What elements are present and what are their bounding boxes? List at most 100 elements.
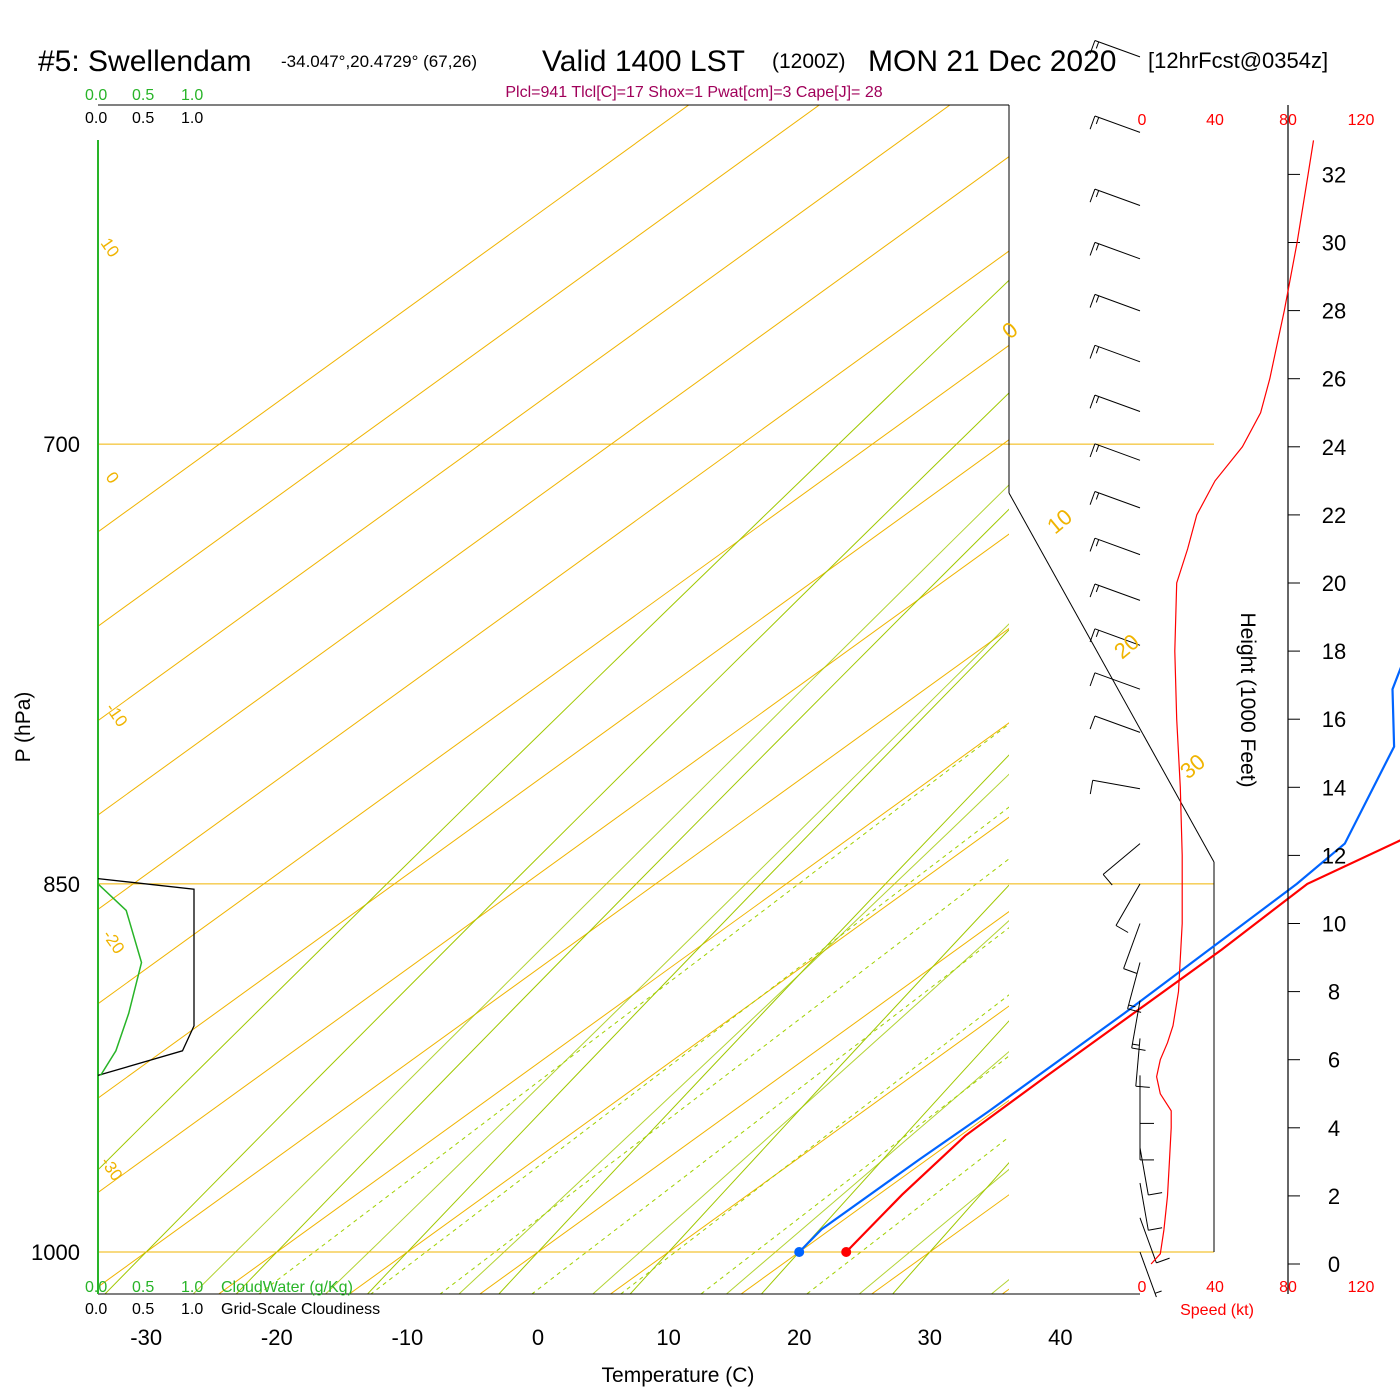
cloud-scale-label: 1.0 <box>181 1279 203 1296</box>
surface-dewpoint-point <box>794 1247 805 1257</box>
cloud-scale-label: 0.5 <box>132 87 154 104</box>
temperature-tick-label: -30 <box>130 1325 162 1350</box>
cloudwater-label: CloudWater (g/Kg) <box>221 1279 353 1296</box>
temperature-tick-label: 30 <box>918 1325 942 1350</box>
dry-adiabat-line <box>366 629 1009 1294</box>
wind-barb-staff <box>1094 537 1141 556</box>
cloud-scale-label: 0.0 <box>85 1279 107 1296</box>
dry-adiabat-line <box>235 508 1009 1294</box>
wind-barb <box>1139 1217 1170 1264</box>
valid-date: MON 21 Dec 2020 <box>868 45 1116 78</box>
isotherm-line <box>1001 1288 1009 1294</box>
isotherm-line <box>892 0 1400 1400</box>
valid-zulu: (1200Z) <box>772 50 846 73</box>
cloud-water-profile <box>97 883 143 1076</box>
wind-barb-staff <box>1115 883 1141 926</box>
wind-barb <box>1089 344 1141 363</box>
height-tick-label: 14 <box>1322 775 1346 800</box>
height-tick-label: 20 <box>1322 571 1346 596</box>
wind-barb-staff <box>1094 293 1141 312</box>
wind-barb-feather <box>1127 1008 1142 1013</box>
wind-barb-half-feather <box>1095 539 1100 547</box>
wind-barb <box>1089 672 1141 690</box>
mixing-ratio-line <box>805 1136 1009 1294</box>
height-tick-label: 26 <box>1322 367 1346 392</box>
cloud-scale-top: 0.0 0.5 1.0 0.0 0.5 1.0 <box>85 87 203 127</box>
wind-barb-feather <box>1089 628 1096 643</box>
wind-barb <box>1139 1147 1163 1196</box>
speed-scale-label: 0 <box>1138 112 1147 129</box>
dry-adiabat-line <box>1143 0 1400 1400</box>
wind-barb-feather <box>1131 1047 1146 1051</box>
wind-barb-staff <box>1131 1000 1141 1049</box>
isotherm-line <box>479 911 1009 1294</box>
wind-barb <box>1089 779 1141 795</box>
temperature-tick-label: 0 <box>532 1325 544 1350</box>
wind-barb-staff <box>1094 443 1141 461</box>
wind-barb-feather <box>1089 715 1096 730</box>
wind-barb-half-feather <box>1095 190 1100 198</box>
height-tick-label: 30 <box>1322 231 1346 256</box>
frame-right-diagonal <box>1008 492 1215 863</box>
height-tick-label: 2 <box>1328 1184 1340 1209</box>
wind-barb-half-feather <box>1132 1043 1140 1046</box>
isotherm-label: 20 <box>1109 629 1144 664</box>
cloud-scale-bottom: 0.0 0.5 1.0 CloudWater (g/Kg) 0.0 0.5 1.… <box>85 1279 380 1318</box>
wind-barb <box>1123 923 1141 974</box>
height-tick-label: 28 <box>1322 299 1346 324</box>
wind-barb-staff <box>1094 583 1141 601</box>
wind-barb-staff <box>1123 923 1141 969</box>
speed-scale-label: 40 <box>1206 112 1224 129</box>
height-tick-label: 22 <box>1322 503 1346 528</box>
station-title: #5: Swellendam <box>38 45 251 78</box>
valid-time: Valid 1400 LST <box>542 45 745 78</box>
wind-barb-staff <box>1102 843 1141 875</box>
mixing-ratio-line <box>619 994 1009 1294</box>
wind-barb-feather <box>1135 1085 1150 1088</box>
wind-barb-staff <box>1094 115 1141 133</box>
wind-barb <box>1089 115 1141 133</box>
wind-barb <box>1135 1038 1150 1088</box>
wind-barb-staff <box>1094 241 1141 260</box>
wind-barb <box>1089 537 1141 556</box>
wind-barb <box>1089 715 1141 733</box>
wind-barb <box>1089 188 1141 206</box>
speed-scale-label: 80 <box>1279 112 1297 129</box>
moist-adiabat-line <box>725 1050 1009 1294</box>
wind-barb-feather <box>1089 780 1094 795</box>
wind-barb <box>1115 883 1141 933</box>
speed-axis-label: Speed (kt) <box>1180 1302 1254 1319</box>
height-tick-label: 6 <box>1328 1048 1340 1073</box>
height-tick-label: 16 <box>1322 707 1346 732</box>
mixing-ratio-label: 5 <box>484 1307 503 1328</box>
temperature-tick-label: -10 <box>392 1325 424 1350</box>
height-tick-label: 0 <box>1328 1252 1340 1277</box>
wind-barb-staff <box>1094 394 1141 412</box>
cloud-scale-label: 0.5 <box>132 1301 154 1318</box>
isobar-lines <box>98 443 1214 1253</box>
sounding-series <box>794 666 1400 1257</box>
wind-barb-feather <box>1089 188 1096 203</box>
plot-frame <box>97 104 1215 1295</box>
speed-scale-label: 0 <box>1138 1279 1147 1296</box>
speed-scale-bottom: 0 40 80 120 Speed (kt) <box>1138 1279 1375 1319</box>
height-axis-title: Height (1000 Feet) <box>1236 612 1259 787</box>
height-tick-label: 8 <box>1328 980 1340 1005</box>
isotherm-label-left: -10 <box>102 699 132 730</box>
wind-barb-feather <box>1089 538 1096 552</box>
mixing-ratio-line <box>258 723 1009 1294</box>
wind-barb-feather <box>1089 491 1096 505</box>
cloud-scale-label: 1.0 <box>181 110 203 127</box>
mixing-ratio-lines: 1 2 3 5 8 12 20 <box>258 723 1009 1328</box>
wind-barb-half-feather <box>1095 117 1100 125</box>
wind-barb-staff <box>1135 1038 1141 1087</box>
cloud-scale-label: 1.0 <box>181 87 203 104</box>
wind-barb-feather <box>1156 1257 1170 1264</box>
